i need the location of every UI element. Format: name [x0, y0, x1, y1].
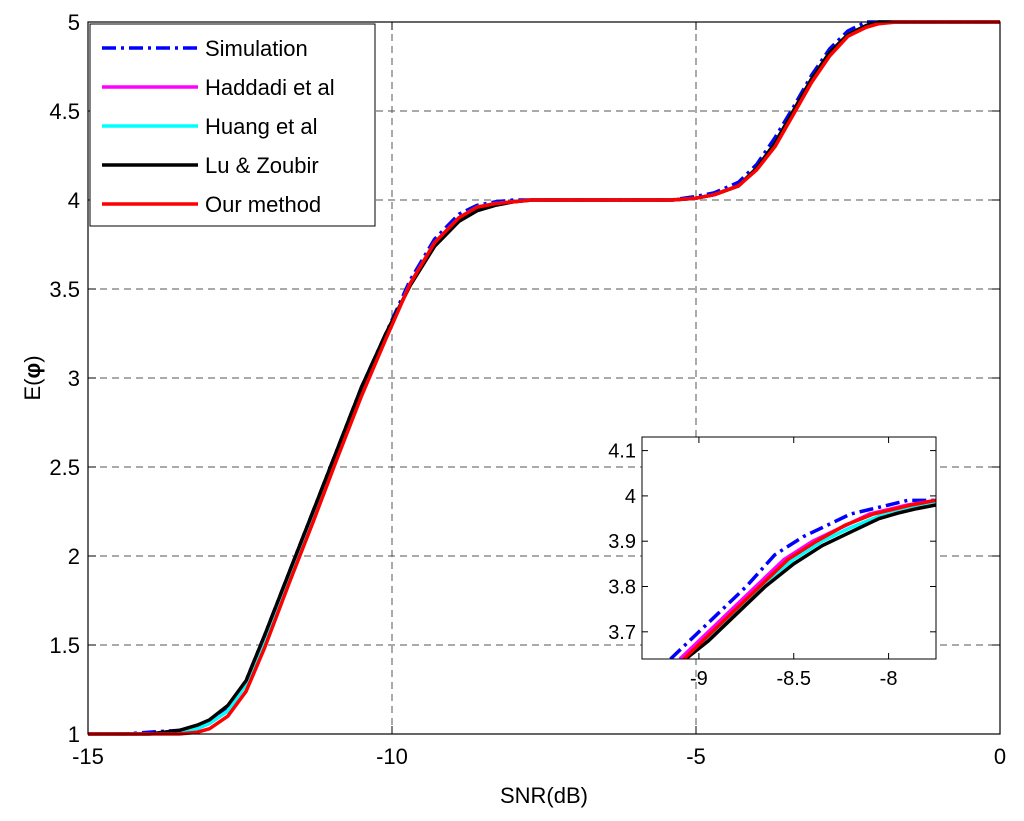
inset-series-line-simulation [669, 498, 936, 659]
legend-label: Huang et al [205, 114, 318, 139]
main-x-tick-label: 0 [994, 744, 1006, 769]
inset-series-line-our-method [682, 498, 936, 659]
main-y-tick-label: 5 [68, 10, 80, 35]
inset-plot-frame [641, 436, 937, 660]
inset-y-tick-label: 3.9 [608, 531, 636, 553]
inset-y-tick-label: 3.8 [608, 577, 636, 599]
main-x-tick-label: -10 [376, 744, 408, 769]
inset-tick-marks [642, 437, 936, 659]
main-y-tick-label: 2 [68, 544, 80, 569]
main-x-tick-labels: -15 -10 -5 0 [72, 744, 1006, 769]
main-y-tick-labels: 1 1.5 2 2.5 3 3.5 4 4.5 5 [49, 10, 80, 747]
main-series-group [88, 20, 1000, 736]
legend-label: Lu & Zoubir [205, 153, 319, 178]
inset-y-tick-label: 4.1 [608, 441, 636, 463]
main-x-tick-label: -15 [72, 744, 104, 769]
inset-x-tick-label: -8.5 [777, 668, 811, 690]
inset-y-tick-label: 4 [625, 486, 636, 508]
main-y-tick-label: 3 [68, 366, 80, 391]
inset-y-tick-label: 3.7 [608, 622, 636, 644]
inset-chart: -9 -8.5 -8 3.7 3.8 3.9 4 4.1 [608, 436, 937, 690]
inset-series-line-lu-zoubir [684, 503, 936, 659]
main-series-line-our-method [88, 20, 1000, 736]
main-y-tick-label: 1 [68, 722, 80, 747]
main-y-tick-label: 4.5 [49, 99, 80, 124]
inset-series-group [669, 498, 936, 659]
main-x-tick-label: -5 [686, 744, 706, 769]
legend-label: Simulation [205, 36, 308, 61]
main-y-tick-label: 2.5 [49, 455, 80, 480]
y-axis-title: E(φ) [20, 355, 45, 400]
legend-label: Our method [205, 192, 321, 217]
inset-x-tick-label: -9 [690, 668, 708, 690]
legend-entries: Simulation Haddadi et al Huang et al Lu & Z… [102, 36, 335, 217]
x-axis-title: SNR(dB) [500, 783, 588, 808]
inset-background [642, 437, 936, 659]
legend-label: Haddadi et al [205, 75, 335, 100]
inset-x-tick-labels: -9 -8.5 -8 [690, 668, 897, 690]
main-y-tick-label: 3.5 [49, 277, 80, 302]
main-tick-marks [87, 21, 1001, 735]
main-y-tick-label: 4 [68, 188, 80, 213]
main-y-tick-label: 1.5 [49, 633, 80, 658]
inset-x-tick-label: -8 [880, 668, 898, 690]
inset-y-tick-labels: 3.7 3.8 3.9 4 4.1 [608, 441, 636, 644]
legend: Simulation Haddadi et al Huang et al Lu & Z… [89, 23, 376, 227]
